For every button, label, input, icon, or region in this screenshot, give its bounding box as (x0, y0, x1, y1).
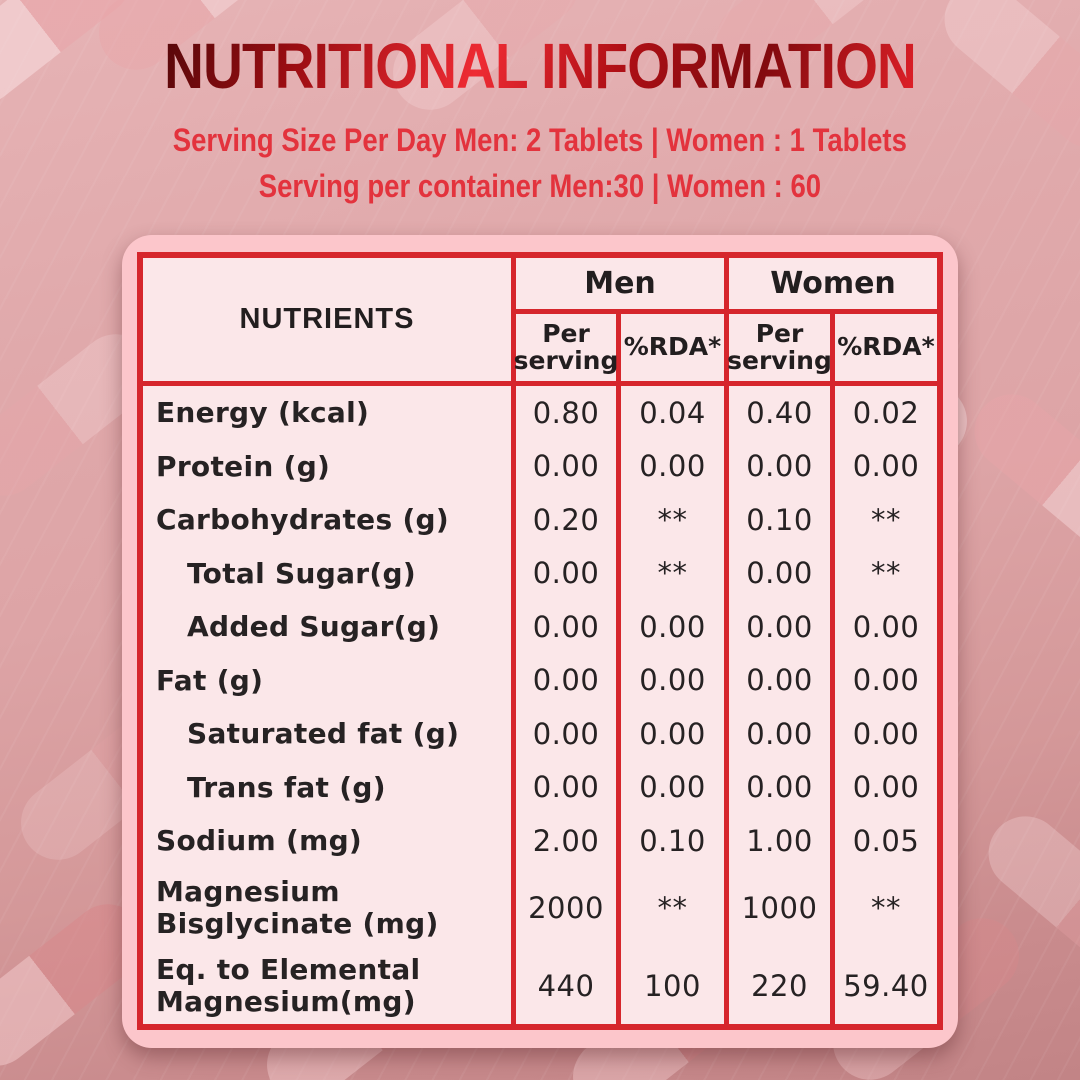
table-header: NUTRIENTS Men Women Per serving %RDA* Pe… (143, 258, 937, 381)
women-per-serving-header: Per serving (727, 314, 832, 381)
women-rda-value: 0.00 (835, 707, 937, 761)
women-per-serving-value: 220 (729, 947, 830, 1024)
men-per-serving-value: 0.00 (516, 439, 616, 493)
women-per-serving-value: 1.00 (729, 814, 830, 868)
serving-size-text: Serving Size Per Day Men: 2 Tablets | Wo… (172, 122, 908, 158)
women-group-header: Women (729, 258, 937, 309)
women-per-serving-value: 0.00 (729, 707, 830, 761)
women-per-serving-value: 0.10 (729, 493, 830, 547)
nutrition-table: NUTRIENTS Men Women Per serving %RDA* Pe… (137, 252, 943, 1030)
men-rda-value: ** (621, 867, 724, 948)
nutrient-label: Fat (g) (143, 653, 511, 707)
women-rda-value: ** (835, 493, 937, 547)
women-rda-value: 0.00 (835, 760, 937, 814)
women-per-serving-value: 0.00 (729, 760, 830, 814)
men-rda-value: 0.00 (621, 653, 724, 707)
women-per-serving-value: 0.00 (729, 653, 830, 707)
men-per-serving-value: 0.00 (516, 707, 616, 761)
men-per-serving-value: 0.00 (516, 600, 616, 654)
men-rda-value: 0.00 (621, 600, 724, 654)
men-per-serving-header: Per serving (514, 314, 618, 381)
women-per-serving-value: 0.00 (729, 546, 830, 600)
men-per-serving-value: 2.00 (516, 814, 616, 868)
men-rda-value: 0.10 (621, 814, 724, 868)
serving-container-line: Serving per container Men:30 | Women : 6… (0, 168, 1080, 205)
women-per-serving-value: 1000 (729, 867, 830, 948)
men-rda-value: 0.00 (621, 439, 724, 493)
men-rda-value: 0.00 (621, 760, 724, 814)
women-rda-value: 59.40 (835, 947, 937, 1024)
women-rda-value: 0.00 (835, 439, 937, 493)
women-rda-value: ** (835, 867, 937, 948)
men-per-serving-value: 0.80 (516, 386, 616, 440)
nutrient-label: Trans fat (g) (143, 760, 511, 814)
women-rda-header: %RDA* (835, 314, 937, 381)
men-per-serving-value: 0.00 (516, 760, 616, 814)
men-group-header: Men (516, 258, 724, 309)
page-title: NUTRITIONAL INFORMATION (164, 30, 917, 102)
nutrient-label: Total Sugar(g) (143, 546, 511, 600)
men-rda-value: 100 (621, 947, 724, 1024)
men-per-serving-value: 0.20 (516, 493, 616, 547)
men-rda-value: ** (621, 546, 724, 600)
serving-container-text: Serving per container Men:30 | Women : 6… (258, 168, 822, 204)
nutrition-card: NUTRIENTS Men Women Per serving %RDA* Pe… (122, 235, 958, 1048)
nutrient-label: Eq. to Elemental Magnesium(mg) (143, 947, 511, 1024)
men-rda-value: 0.00 (621, 707, 724, 761)
men-rda-value: 0.04 (621, 386, 724, 440)
nutrient-label: Added Sugar(g) (143, 600, 511, 654)
nutrient-label: Protein (g) (143, 439, 511, 493)
serving-size-line: Serving Size Per Day Men: 2 Tablets | Wo… (0, 122, 1080, 159)
men-rda-header: %RDA* (621, 314, 724, 381)
women-per-serving-value: 0.00 (729, 600, 830, 654)
men-rda-value: ** (621, 493, 724, 547)
nutrient-label: Magnesium Bisglycinate (mg) (143, 867, 511, 948)
women-rda-value: 0.00 (835, 600, 937, 654)
women-rda-value: 0.02 (835, 386, 937, 440)
women-per-serving-value: 0.40 (729, 386, 830, 440)
nutrient-label: Saturated fat (g) (143, 707, 511, 761)
women-rda-value: 0.05 (835, 814, 937, 868)
women-per-serving-value: 0.00 (729, 439, 830, 493)
table-body: Energy (kcal) 0.80 0.04 0.40 0.02 Protei… (143, 386, 937, 1024)
men-per-serving-value: 0.00 (516, 653, 616, 707)
men-per-serving-value: 440 (516, 947, 616, 1024)
nutrient-label: Carbohydrates (g) (143, 493, 511, 547)
women-rda-value: 0.00 (835, 653, 937, 707)
nutrients-column-header: NUTRIENTS (143, 258, 511, 381)
women-rda-value: ** (835, 546, 937, 600)
nutrient-label: Sodium (mg) (143, 814, 511, 868)
men-per-serving-value: 0.00 (516, 546, 616, 600)
men-per-serving-value: 2000 (516, 867, 616, 948)
nutrient-label: Energy (kcal) (143, 386, 511, 440)
